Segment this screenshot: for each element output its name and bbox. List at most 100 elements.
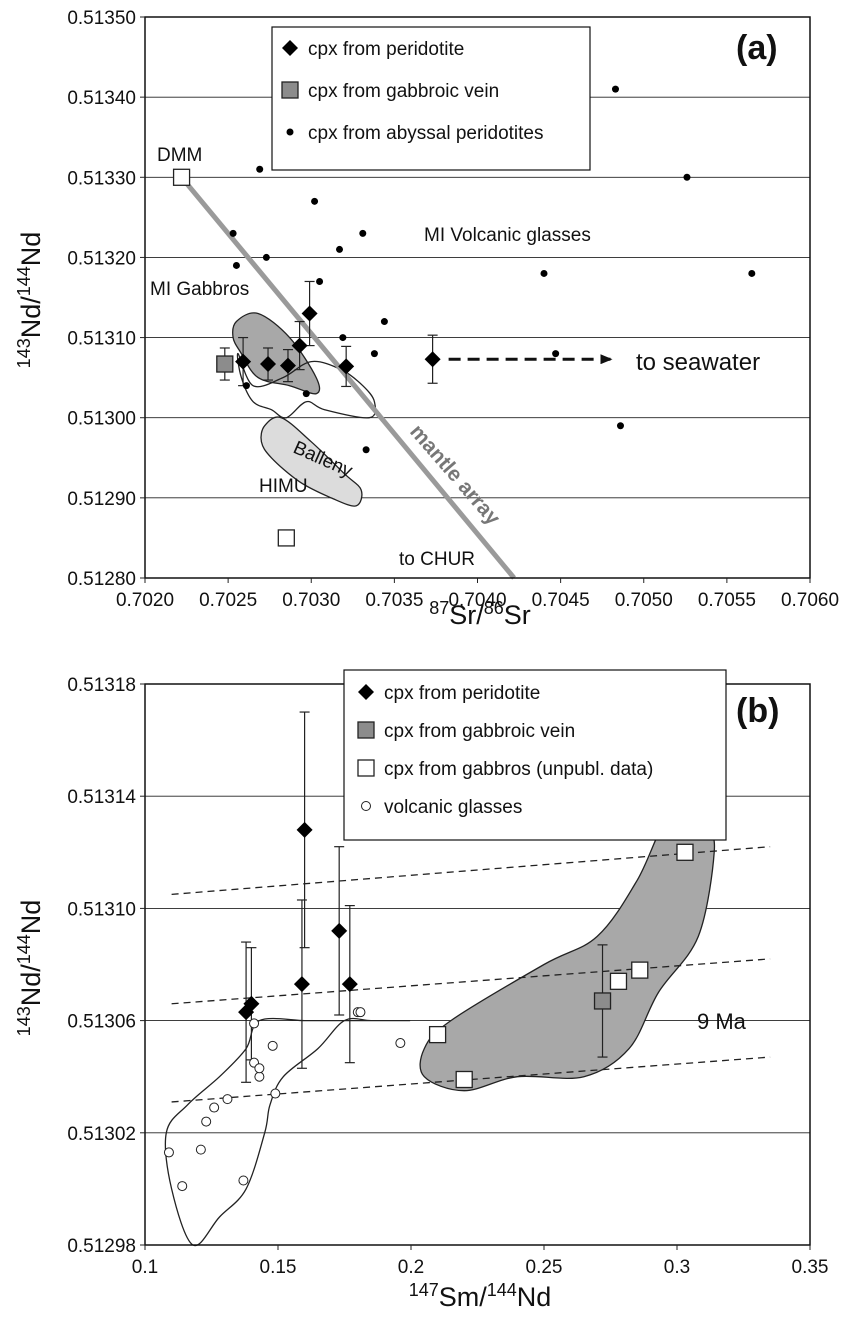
chart-a-mi-gabbros-label: MI Gabbros [150, 279, 249, 300]
chart-a-point-2-2 [256, 165, 264, 173]
chart-b-y-tick-label: 0.51302 [67, 1124, 136, 1145]
chart-b-point-1-0 [593, 992, 612, 1010]
chart-b-x-axis-title: 147Sm/144Nd [409, 1280, 552, 1312]
chart-a-point-2-17 [616, 422, 624, 430]
chart-b-legend-marker-0 [358, 684, 374, 700]
chart-a-point-2-11 [242, 382, 250, 390]
chart-a-point-2-4 [311, 197, 319, 205]
chart-a-point-2-18 [683, 173, 691, 181]
chart-b-point-2-1 [455, 1070, 473, 1089]
chart-b-point-3-3 [201, 1116, 212, 1127]
chart-b-tick-labels: 0.51298 0.51302 0.51306 0.51310 0.51314 0.513… [67, 675, 828, 1278]
chart-b-points [163, 821, 694, 1192]
chart-b-point-3-4 [209, 1102, 220, 1113]
chart-b-legend-label-3: volcanic glasses [384, 797, 522, 818]
chart-b-point-0-2 [293, 976, 310, 993]
chart-b-legend-box [343, 669, 727, 841]
chart-b-legend: cpx from peridotite cpx from gabbroic vei… [343, 669, 727, 841]
chart-a-point-2-10 [339, 334, 347, 342]
chart-a-point-0-0 [235, 353, 252, 370]
chart-b-regions [164, 818, 716, 1247]
chart-a-mi-volcanic-glasses-label: MI Volcanic glasses [424, 225, 591, 246]
chart-a-point-2-1 [232, 261, 240, 269]
chart-a-mantle-array-label: mantle array [405, 420, 505, 530]
chart-a-dmm-label: DMM [157, 145, 202, 166]
chart-a-x-tick-label: 0.7025 [199, 590, 257, 611]
chart-a-y-tick-label: 0.51290 [67, 489, 136, 510]
chart-b-legend-label-0: cpx from peridotite [384, 683, 540, 704]
chart-a-y-tick-label: 0.51280 [67, 569, 136, 590]
chart-a-tick-labels: 0.51280 0.51290 0.51300 0.51310 0.51320 0.513… [67, 8, 839, 611]
chart-b-point-3-12 [270, 1088, 281, 1099]
chart-b-point-3-10 [254, 1063, 265, 1074]
chart-a-point-0-5 [338, 358, 355, 375]
chart-a-region-2 [260, 416, 363, 507]
chart-b-legend-marker-2 [357, 759, 375, 777]
chart-a-point-0-1 [260, 356, 277, 373]
chart-b-point-3-9 [254, 1071, 265, 1082]
chart-a-point-2-5 [316, 277, 324, 285]
chart-b-y-tick-label: 0.51306 [67, 1012, 136, 1033]
chart-a-y-tick-label: 0.51340 [67, 88, 136, 109]
chart-a-point-2-13 [362, 446, 370, 454]
chart-a-x-tick-label: 0.7040 [448, 590, 506, 611]
chart-b-y-tick-label: 0.51310 [67, 899, 136, 920]
chart-a-point-1-0 [216, 355, 234, 373]
chart-b-point-3-6 [238, 1175, 249, 1186]
chart-a-point-2-15 [552, 350, 560, 358]
chart-a-points [172, 85, 756, 547]
chart-b-point-3-14 [355, 1007, 366, 1018]
chart-a-legend-box [271, 26, 591, 171]
chart-a-x-tick-label: 0.7045 [532, 590, 590, 611]
chart-b-point-0-5 [341, 976, 358, 993]
chart-a-region-1 [236, 352, 377, 419]
chart-b-point-3-15 [395, 1038, 406, 1049]
chart-b-y-tick-label: 0.51298 [67, 1236, 136, 1257]
chart-a-legend-marker-0 [282, 40, 298, 56]
chart-b-legend-label-1: cpx from gabbroic vein [384, 721, 575, 742]
chart-a-point-0-6 [424, 351, 441, 368]
chart-a-legend-marker-2 [286, 128, 294, 136]
chart-a-y-tick-label: 0.51310 [67, 329, 136, 350]
chart-a-x-tick-label: 0.7035 [365, 590, 423, 611]
chart-a-y-axis-title: 143Nd/144Nd [14, 232, 46, 369]
chart-a-point-2-0 [229, 229, 237, 237]
chart-b-x-tick-label: 0.3 [664, 1257, 690, 1278]
chart-a-regions [232, 312, 377, 507]
chart-a-x-tick-label: 0.7050 [615, 590, 673, 611]
chart-a-point-2-16 [611, 85, 619, 93]
chart-a-point-0-3 [291, 337, 308, 354]
chart-b-x-tick-label: 0.15 [260, 1257, 297, 1278]
chart-b-point-3-11 [267, 1040, 278, 1051]
chart-b-x-tick-label: 0.1 [132, 1257, 158, 1278]
chart-b-y-axis-title: 143Nd/144Nd [14, 900, 46, 1037]
chart-b-point-3-2 [195, 1144, 206, 1155]
chart-a-legend: cpx from peridotite cpx from gabbroic vei… [271, 26, 591, 171]
chart-a-point-0-4 [301, 305, 318, 322]
chart-a-legend-marker-1 [281, 81, 299, 99]
chart-b-point-0-1 [243, 995, 260, 1012]
chart-b-point-3-7 [249, 1018, 260, 1029]
chart-a-himu-label: HIMU [259, 476, 308, 497]
chart-b-point-2-3 [631, 961, 649, 979]
chart-a-to-chur-label: to CHUR [399, 549, 475, 570]
chart-b-y-tick-label: 0.51318 [67, 675, 136, 696]
chart-a-legend-label-2: cpx from abyssal peridotites [308, 123, 544, 144]
chart-b-region-0 [419, 818, 716, 1092]
chart-a-x-tick-label: 0.7055 [698, 590, 756, 611]
chart-b-legend-marker-3 [361, 801, 371, 811]
chart-a-lines [179, 175, 613, 580]
chart-a-point-2-8 [380, 318, 388, 326]
chart-a-y-tick-label: 0.51300 [67, 409, 136, 430]
chart-a-y-tick-label: 0.51350 [67, 8, 136, 29]
chart-a-y-tick-label: 0.51330 [67, 168, 136, 189]
chart-a-legend-label-1: cpx from gabbroic vein [308, 81, 499, 102]
chart-a-panel-label: (a) [736, 29, 778, 67]
chart-a-x-tick-label: 0.7020 [116, 590, 174, 611]
chart-b-x-tick-label: 0.25 [526, 1257, 563, 1278]
chart-panel-a: 0.51280 0.51290 0.51300 0.51310 0.51320 0.513… [14, 8, 839, 630]
chart-a-reference-point-0 [172, 168, 191, 186]
chart-b-point-2-4 [676, 843, 694, 861]
chart-b-isochron-0 [171, 846, 771, 896]
chart-a-point-2-3 [262, 253, 270, 261]
